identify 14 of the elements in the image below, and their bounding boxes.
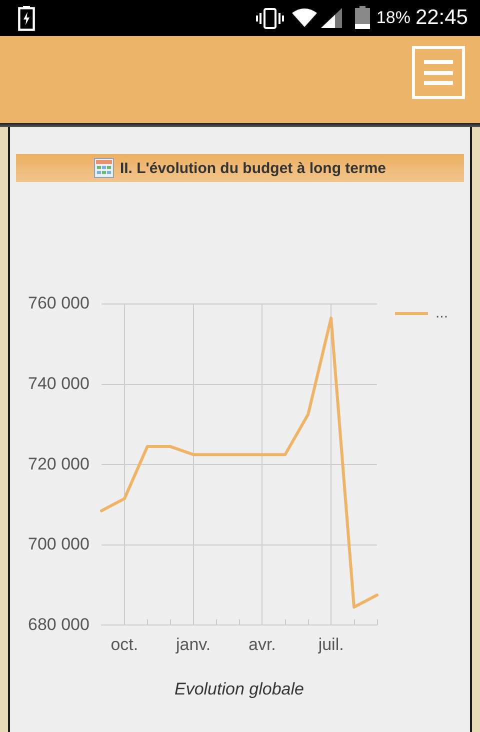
x-tick-label: oct. [110, 635, 138, 654]
legend-label: ... [436, 304, 448, 322]
y-tick-label: 760 000 [28, 294, 90, 313]
x-tick-label: avr. [248, 635, 276, 654]
x-tick-label: juil. [317, 635, 344, 654]
text: 18% [376, 8, 410, 28]
x-tick-label: janv. [174, 635, 211, 654]
y-tick-label: 680 000 [28, 614, 90, 634]
chart-title: II. L'évolution du budget à long terme [120, 160, 386, 176]
y-tick-label: 720 000 [28, 454, 90, 474]
text: 22:45 [415, 6, 468, 30]
y-tick-label: 740 000 [28, 374, 90, 393]
x-axis-title: Evolution globale [174, 680, 304, 699]
y-tick-label: 700 000 [28, 534, 90, 554]
